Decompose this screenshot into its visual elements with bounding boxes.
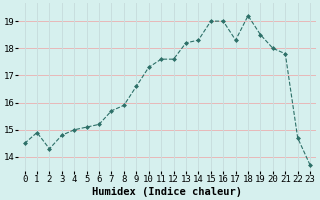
X-axis label: Humidex (Indice chaleur): Humidex (Indice chaleur) bbox=[92, 186, 242, 197]
